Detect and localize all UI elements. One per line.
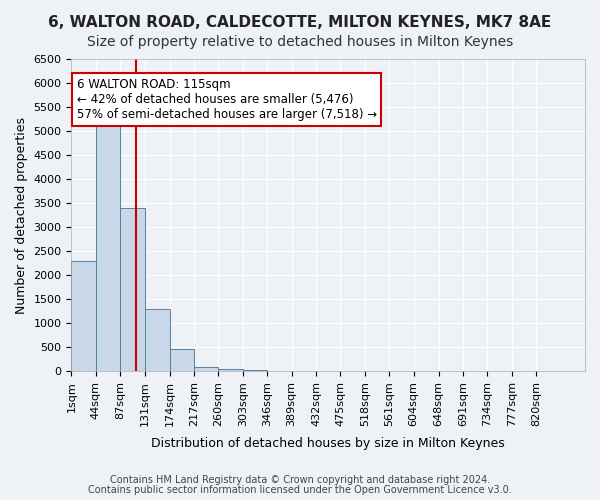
- Text: Size of property relative to detached houses in Milton Keynes: Size of property relative to detached ho…: [87, 35, 513, 49]
- Bar: [96, 110, 120, 371]
- Text: 6 WALTON ROAD: 115sqm
← 42% of detached houses are smaller (5,476)
57% of semi-d: 6 WALTON ROAD: 115sqm ← 42% of detached …: [77, 78, 377, 121]
- Bar: [145, 308, 170, 371]
- Bar: [71, 260, 96, 371]
- X-axis label: Distribution of detached houses by size in Milton Keynes: Distribution of detached houses by size …: [151, 437, 505, 450]
- Y-axis label: Number of detached properties: Number of detached properties: [15, 116, 28, 314]
- Bar: [218, 369, 243, 371]
- Text: 6, WALTON ROAD, CALDECOTTE, MILTON KEYNES, MK7 8AE: 6, WALTON ROAD, CALDECOTTE, MILTON KEYNE…: [49, 15, 551, 30]
- Bar: [194, 367, 218, 371]
- Text: Contains HM Land Registry data © Crown copyright and database right 2024.: Contains HM Land Registry data © Crown c…: [110, 475, 490, 485]
- Bar: [243, 370, 267, 371]
- Text: Contains public sector information licensed under the Open Government Licence v3: Contains public sector information licen…: [88, 485, 512, 495]
- Bar: [120, 208, 145, 371]
- Bar: [170, 350, 194, 371]
